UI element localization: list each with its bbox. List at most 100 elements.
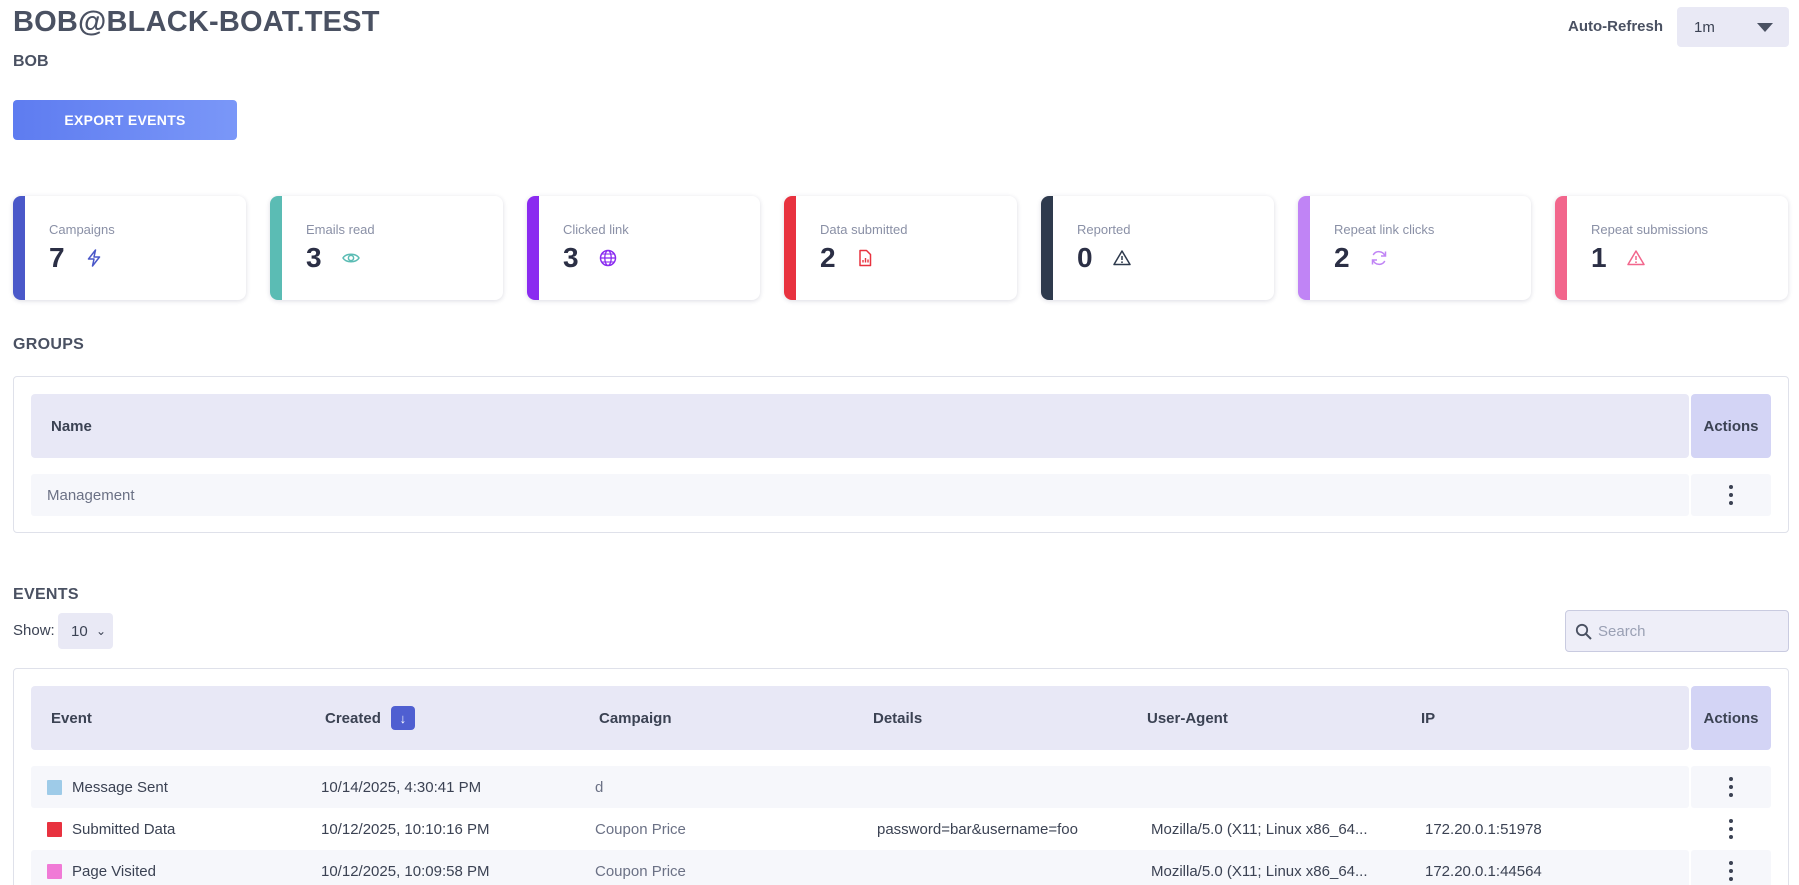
warning-icon	[1113, 250, 1131, 266]
stat-label: Emails read	[306, 222, 375, 237]
created-cell: 10/14/2025, 4:30:41 PM	[321, 778, 482, 796]
eye-icon	[342, 253, 360, 263]
auto-refresh-select[interactable]: 1m	[1677, 7, 1789, 47]
table-row[interactable]: Page Visited 10/12/2025, 10:09:58 PM Cou…	[31, 850, 1689, 885]
page-title: BOB@BLACK-BOAT.TEST	[13, 6, 380, 38]
warning-icon	[1627, 250, 1645, 266]
stat-card-reported: Reported 0	[1041, 196, 1274, 300]
event-type-swatch	[47, 779, 62, 795]
row-actions-cell	[1691, 474, 1771, 516]
column-header-event[interactable]: Event	[51, 709, 92, 727]
row-actions-cell	[1691, 766, 1771, 808]
stat-card-emails-read: Emails read 3	[270, 196, 503, 300]
campaign-cell: Coupon Price	[595, 862, 686, 880]
column-header-actions: Actions	[1691, 686, 1771, 750]
stat-label: Repeat link clicks	[1334, 222, 1435, 237]
column-header-ip[interactable]: IP	[1421, 709, 1436, 727]
ip-cell: 172.20.0.1:51978	[1425, 820, 1542, 838]
row-actions-cell	[1691, 850, 1771, 885]
stat-card-campaigns: Campaigns 7	[13, 196, 246, 300]
campaign-cell: d	[595, 778, 604, 796]
stat-accent-bar	[1555, 196, 1567, 300]
stat-value: 2	[820, 242, 836, 273]
document-chart-icon	[859, 249, 872, 267]
ip-cell: 172.20.0.1:44564	[1425, 862, 1542, 880]
details-cell: password=bar&username=foo	[877, 820, 1078, 838]
more-vertical-icon[interactable]	[1728, 485, 1734, 505]
table-row[interactable]: Management	[31, 474, 1689, 516]
search-input[interactable]	[1598, 611, 1783, 651]
stat-value: 0	[1077, 242, 1093, 273]
created-cell: 10/12/2025, 10:10:16 PM	[321, 820, 490, 838]
auto-refresh-label: Auto-Refresh	[1568, 18, 1664, 35]
campaign-cell: Coupon Price	[595, 820, 686, 838]
column-header-created-label: Created	[325, 709, 381, 727]
column-header-actions: Actions	[1691, 394, 1771, 458]
groups-section-title: GROUPS	[13, 336, 85, 353]
page-size-value: 10	[71, 622, 88, 640]
event-type-swatch	[47, 821, 62, 837]
stat-card-clicked-link: Clicked link 3	[527, 196, 760, 300]
search-field[interactable]	[1565, 610, 1789, 652]
group-name-cell: Management	[47, 486, 135, 504]
stat-label: Reported	[1077, 222, 1131, 237]
column-header-details[interactable]: Details	[873, 709, 923, 727]
stat-accent-bar	[1041, 196, 1053, 300]
stats-row: Campaigns 7 Emails read 3 Clicked link 3…	[13, 196, 1789, 300]
page-subtitle: BOB	[13, 53, 49, 70]
event-label: Page Visited	[72, 862, 156, 880]
table-row[interactable]: Message Sent 10/14/2025, 4:30:41 PM d	[31, 766, 1689, 808]
table-row[interactable]: Submitted Data 10/12/2025, 10:10:16 PM C…	[31, 808, 1689, 850]
globe-icon	[599, 249, 617, 267]
stat-accent-bar	[784, 196, 796, 300]
column-header-campaign[interactable]: Campaign	[599, 709, 672, 727]
lightning-icon	[87, 249, 101, 267]
created-cell: 10/12/2025, 10:09:58 PM	[321, 862, 490, 880]
event-cell: Message Sent	[47, 766, 168, 808]
stat-label: Repeat submissions	[1591, 222, 1709, 237]
page-size-select[interactable]: 10 ⌄	[58, 613, 113, 649]
more-vertical-icon[interactable]	[1728, 819, 1734, 839]
stat-accent-bar	[1298, 196, 1310, 300]
more-vertical-icon[interactable]	[1728, 861, 1734, 881]
column-header-created[interactable]: Created ↓	[325, 686, 415, 750]
groups-table-header: Name	[31, 394, 1689, 458]
stat-card-data-submitted: Data submitted 2	[784, 196, 1017, 300]
events-table: Event Created ↓ Campaign Details User-Ag…	[13, 668, 1789, 885]
event-cell: Submitted Data	[47, 808, 175, 850]
column-header-user-agent[interactable]: User-Agent	[1147, 709, 1228, 727]
search-icon	[1575, 623, 1592, 640]
events-table-header: Event Created ↓ Campaign Details User-Ag…	[31, 686, 1689, 750]
stat-value: 3	[306, 242, 322, 273]
event-type-swatch	[47, 863, 62, 879]
stat-accent-bar	[270, 196, 282, 300]
stat-accent-bar	[13, 196, 25, 300]
show-label: Show:	[13, 622, 55, 639]
export-events-button[interactable]: EXPORT EVENTS	[13, 100, 237, 140]
event-label: Submitted Data	[72, 820, 176, 838]
stat-value: 3	[563, 242, 579, 273]
stat-card-repeat-submissions: Repeat submissions 1	[1555, 196, 1788, 300]
groups-table: Name Actions Management	[13, 376, 1789, 533]
stat-label: Clicked link	[563, 222, 629, 237]
stat-card-repeat-link-clicks: Repeat link clicks 2	[1298, 196, 1531, 300]
stat-value: 2	[1334, 242, 1350, 273]
stat-label: Data submitted	[820, 222, 908, 237]
sort-descending-icon[interactable]: ↓	[390, 706, 415, 730]
stat-value: 1	[1591, 242, 1607, 273]
chevron-down-icon: ⌄	[95, 624, 106, 638]
events-section-title: EVENTS	[13, 586, 79, 603]
auto-refresh-value: 1m	[1694, 18, 1715, 36]
more-vertical-icon[interactable]	[1728, 777, 1734, 797]
event-label: Message Sent	[72, 778, 168, 796]
caret-down-icon	[1757, 23, 1773, 32]
user-agent-cell: Mozilla/5.0 (X11; Linux x86_64...	[1151, 862, 1368, 880]
event-cell: Page Visited	[47, 850, 156, 885]
row-actions-cell	[1691, 808, 1771, 850]
refresh-icon	[1371, 250, 1387, 266]
stat-value: 7	[49, 242, 65, 273]
stat-label: Campaigns	[49, 222, 115, 237]
column-header-name[interactable]: Name	[51, 417, 92, 435]
stat-accent-bar	[527, 196, 539, 300]
user-agent-cell: Mozilla/5.0 (X11; Linux x86_64...	[1151, 820, 1368, 838]
